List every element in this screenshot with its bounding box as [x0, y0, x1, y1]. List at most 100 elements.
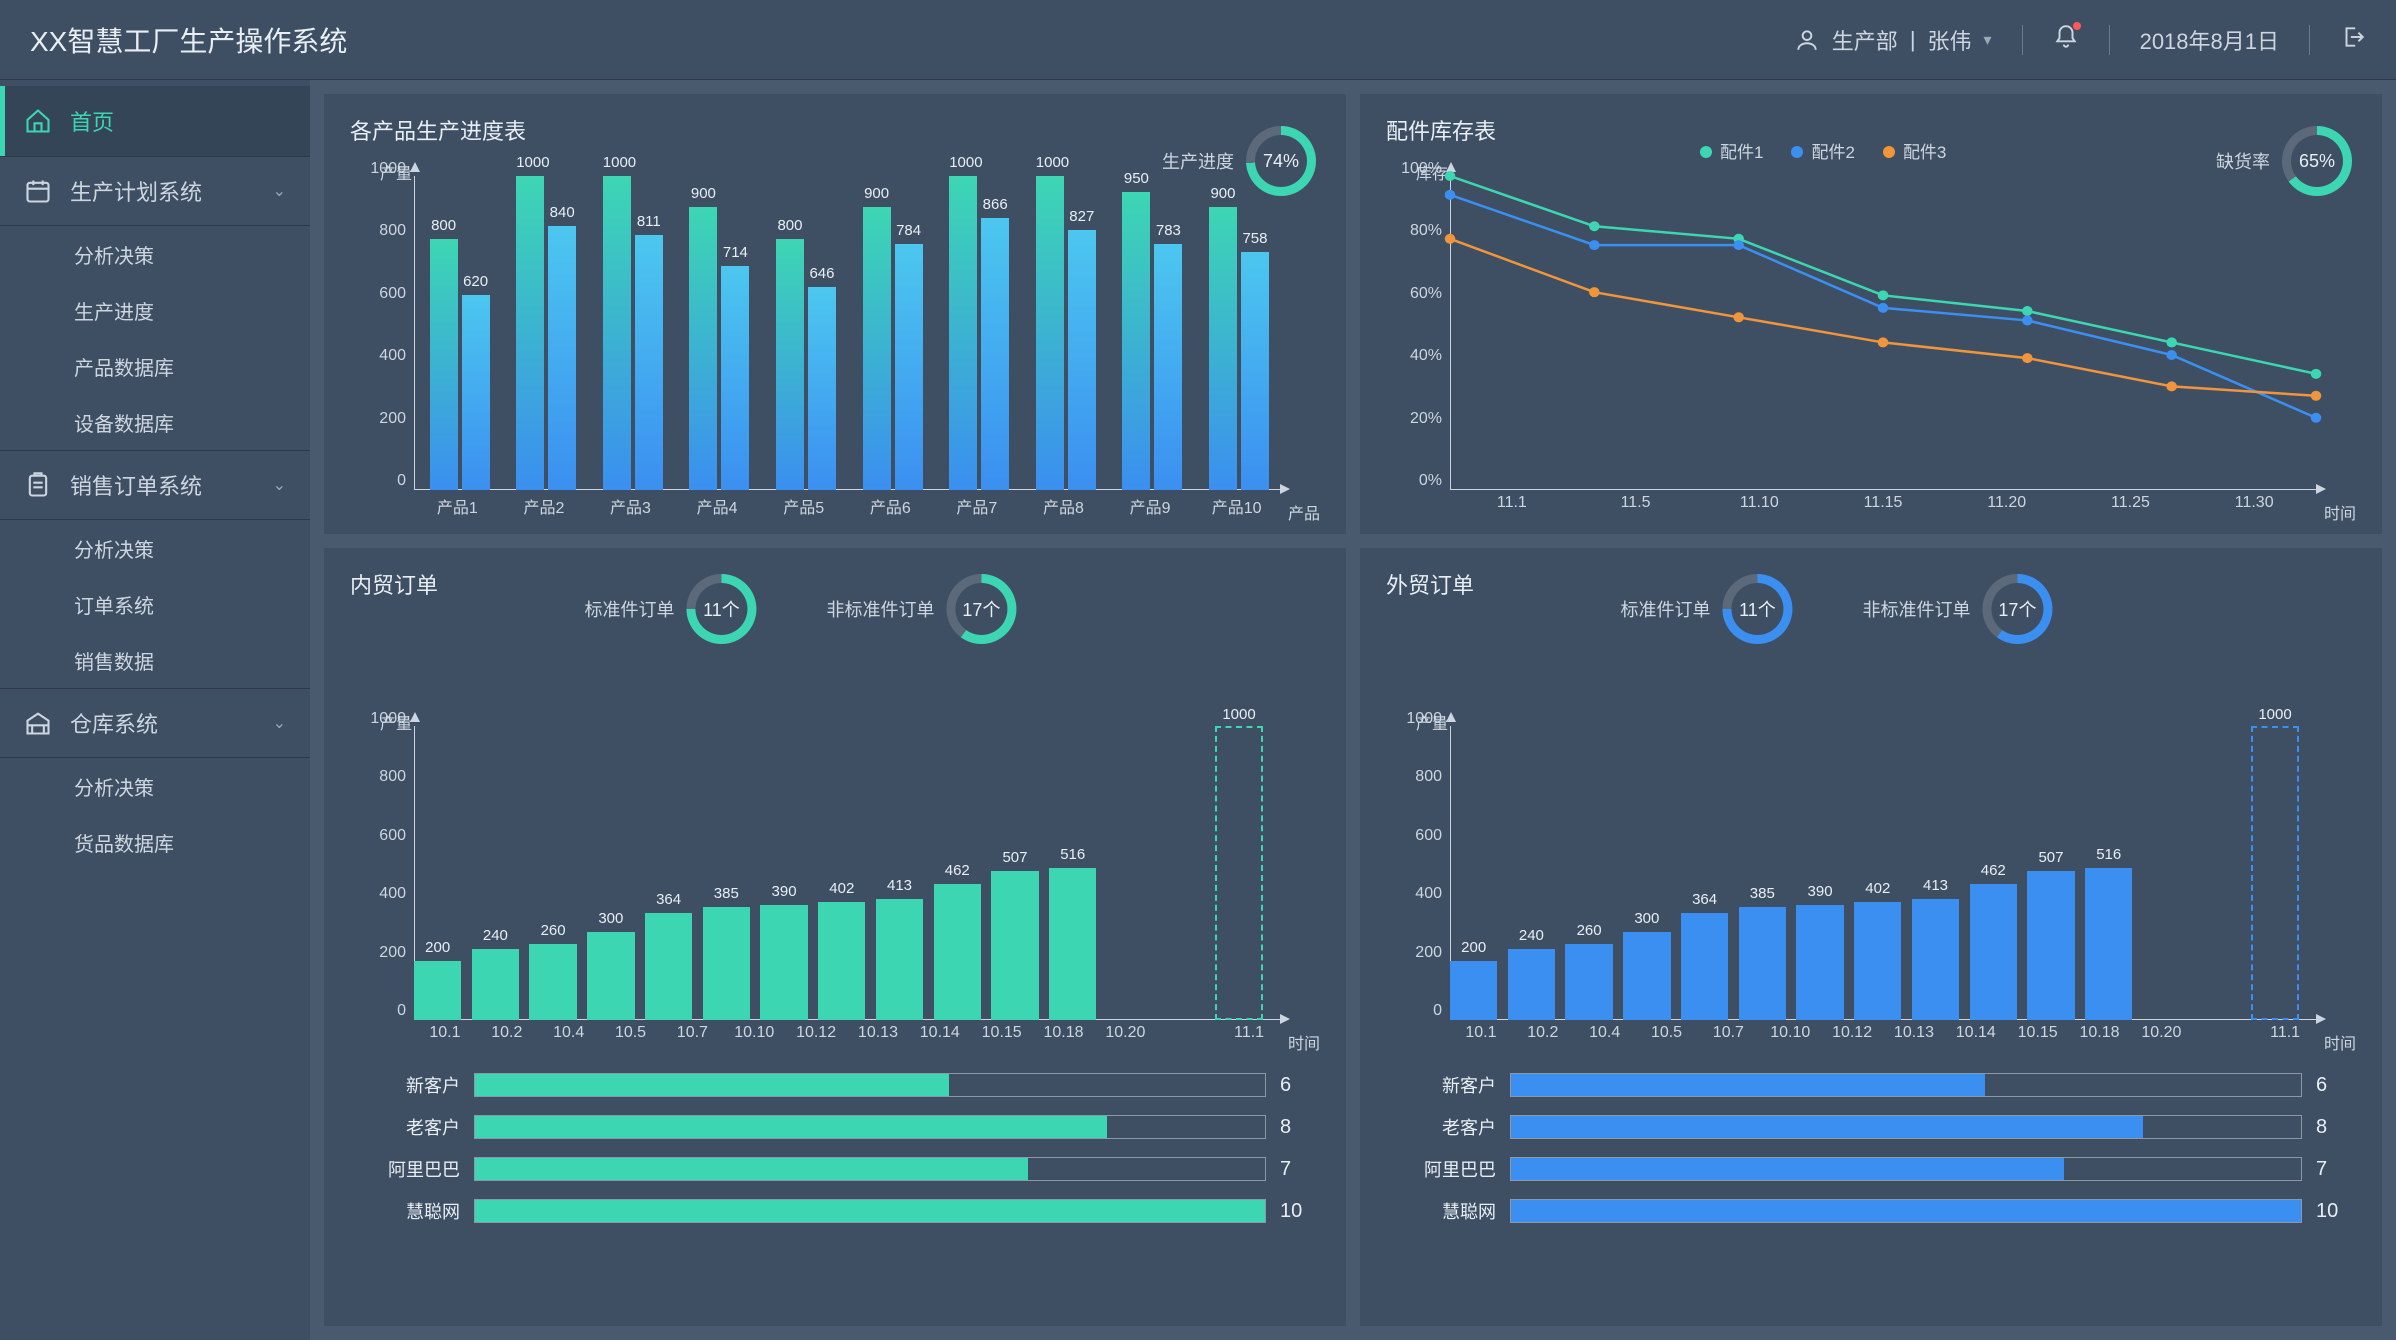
order-bar: 462: [1970, 884, 2017, 1020]
nav-sales-sub[interactable]: 销售数据: [0, 632, 310, 688]
line-point: [2311, 369, 2322, 379]
bar-plan: 1000: [603, 176, 631, 490]
nav-planning-sub[interactable]: 设备数据库: [0, 394, 310, 450]
chevron-down-icon: ⌄: [273, 181, 286, 201]
order-bar: 413: [876, 899, 923, 1020]
donut-standard-label: 标准件订单: [1620, 596, 1710, 622]
nav-planning[interactable]: 生产计划系统 ⌄: [0, 156, 310, 226]
nav-planning-label: 生产计划系统: [70, 175, 202, 207]
line-point: [2166, 381, 2177, 391]
order-bar: 390: [760, 905, 807, 1020]
customer-value: 10: [2316, 1200, 2356, 1223]
panel-stock: 配件库存表 配件1配件2配件3 缺货率 65% 库存 100%80%60%40%…: [1360, 94, 2382, 534]
divider: [2022, 25, 2023, 55]
customer-track: [1510, 1199, 2302, 1223]
customer-row: 慧聪网 10: [350, 1190, 1320, 1232]
order-bar: 300: [587, 932, 634, 1020]
order-chart: 产量 10008006004002000 2002402603003643853…: [350, 710, 1320, 1050]
nav-sales-label: 销售订单系统: [70, 469, 202, 501]
order-bar: 516: [2085, 868, 2132, 1020]
nav-warehouse[interactable]: 仓库系统 ⌄: [0, 688, 310, 758]
nav-planning-sub[interactable]: 分析决策: [0, 226, 310, 282]
customer-row: 老客户 8: [1386, 1106, 2356, 1148]
home-icon: [24, 107, 52, 135]
customer-track: [474, 1073, 1266, 1097]
line-point: [2166, 350, 2177, 360]
bar-plan: 900: [689, 207, 717, 490]
bar-plan: 1000: [516, 176, 544, 490]
customer-label: 慧聪网: [1386, 1198, 1496, 1224]
target-bar: 1000: [1215, 726, 1262, 1020]
order-bar: 385: [703, 907, 750, 1020]
order-bar: 240: [1508, 949, 1555, 1020]
donut-standard-value: 11个: [1722, 574, 1792, 644]
nav-home[interactable]: 首页: [0, 86, 310, 156]
nav-planning-sub[interactable]: 产品数据库: [0, 338, 310, 394]
bar-actual: 646: [808, 287, 836, 490]
line-point: [1733, 312, 1744, 322]
donut-nonstandard-value: 17个: [946, 574, 1016, 644]
topbar-right: 生产部 | 张伟 ▾ 2018年8月1日: [1794, 24, 2366, 56]
order-bar: 413: [1912, 899, 1959, 1020]
order-bar: 240: [472, 949, 519, 1020]
customer-track: [1510, 1157, 2302, 1181]
donut-standard-label: 标准件订单: [584, 596, 674, 622]
order-chart: 产量 10008006004002000 2002402603003643853…: [1386, 710, 2356, 1050]
bar-actual: 811: [635, 235, 663, 490]
order-bar: 364: [1681, 913, 1728, 1020]
bar-group: 800620: [430, 176, 490, 490]
nav-warehouse-sub[interactable]: 分析决策: [0, 758, 310, 814]
nav-sales-sub[interactable]: 订单系统: [0, 576, 310, 632]
nav-warehouse-sub[interactable]: 货品数据库: [0, 814, 310, 870]
line-point: [1445, 234, 1456, 244]
logout-button[interactable]: [2340, 24, 2366, 56]
nav-sales-sub[interactable]: 分析决策: [0, 520, 310, 576]
department-label: 生产部: [1832, 24, 1898, 56]
line-point: [1589, 240, 1600, 250]
user-area[interactable]: 生产部 | 张伟 ▾: [1794, 24, 1992, 56]
line-point: [1445, 190, 1456, 200]
customer-track: [1510, 1073, 2302, 1097]
nav-planning-sub[interactable]: 生产进度: [0, 282, 310, 338]
bar-group: 950783: [1122, 176, 1182, 490]
customer-row: 阿里巴巴 7: [350, 1148, 1320, 1190]
chart-products: 产量 10008006004002000 8006201000840100081…: [350, 160, 1320, 520]
customer-track: [1510, 1115, 2302, 1139]
sidebar: 首页 生产计划系统 ⌄ 分析决策生产进度产品数据库设备数据库 销售订单系统 ⌄ …: [0, 80, 310, 1340]
donut-standard-value: 11个: [686, 574, 756, 644]
content-grid: 各产品生产进度表 生产进度 74% 产量 10008006004002000 8…: [310, 80, 2396, 1340]
order-bar: 200: [414, 961, 461, 1020]
bar-actual: 827: [1068, 230, 1096, 490]
customer-value: 8: [2316, 1116, 2356, 1139]
axis-x-label: 产品: [1288, 500, 1320, 524]
bar-group: 1000866: [949, 176, 1009, 490]
order-bar: 516: [1049, 868, 1096, 1020]
order-bar: 364: [645, 913, 692, 1020]
customer-label: 老客户: [350, 1114, 460, 1140]
order-bar: 507: [991, 871, 1038, 1020]
bar-group: 900714: [689, 176, 749, 490]
divider: [2109, 25, 2110, 55]
order-bar: 507: [2027, 871, 2074, 1020]
notifications-button[interactable]: [2053, 24, 2079, 56]
bar-plan: 900: [1209, 207, 1237, 490]
customer-row: 慧聪网 10: [1386, 1190, 2356, 1232]
bar-actual: 784: [895, 244, 923, 490]
order-bar: 462: [934, 884, 981, 1020]
order-bar: 390: [1796, 905, 1843, 1020]
customer-label: 新客户: [1386, 1072, 1496, 1098]
bar-group: 1000840: [516, 176, 576, 490]
line-point: [1878, 290, 1889, 300]
customer-track: [474, 1199, 1266, 1223]
order-bar: 402: [1854, 902, 1901, 1020]
customer-label: 新客户: [350, 1072, 460, 1098]
customer-value: 8: [1280, 1116, 1320, 1139]
bar-group: 800646: [776, 176, 836, 490]
panel-products: 各产品生产进度表 生产进度 74% 产量 10008006004002000 8…: [324, 94, 1346, 534]
panel-domestic: 内贸订单 标准件订单 11个 非标准件订单 17个 产量 10008006004…: [324, 548, 1346, 1326]
customer-label: 老客户: [1386, 1114, 1496, 1140]
bar-actual: 620: [462, 295, 490, 490]
panel-foreign: 外贸订单 标准件订单 11个 非标准件订单 17个 产量 10008006004…: [1360, 548, 2382, 1326]
nav-sales[interactable]: 销售订单系统 ⌄: [0, 450, 310, 520]
donut-nonstandard-value: 17个: [1982, 574, 2052, 644]
